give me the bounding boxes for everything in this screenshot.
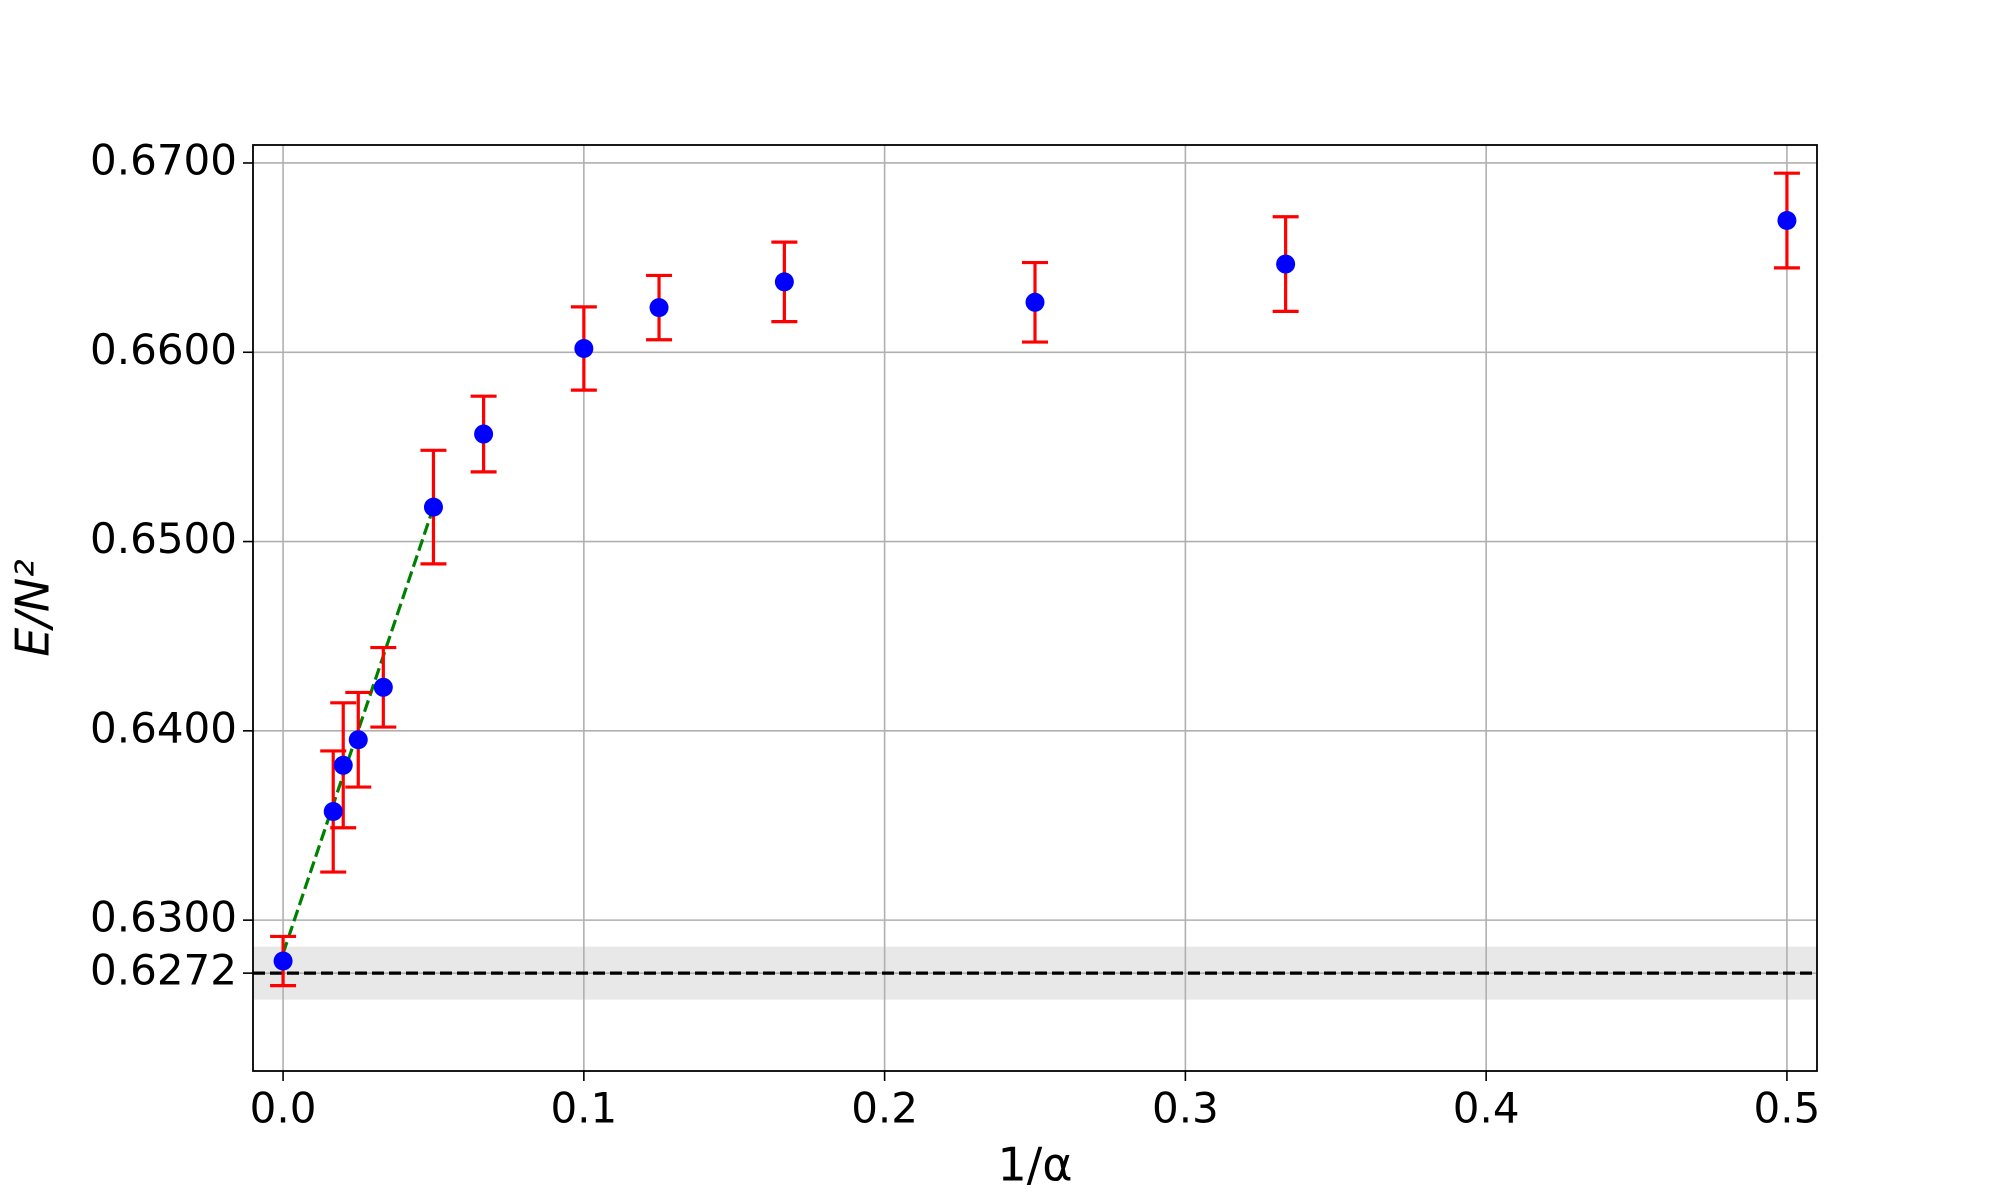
x-tick-label: 0.0 xyxy=(250,1084,317,1133)
x-tick-label: 0.5 xyxy=(1754,1084,1821,1133)
x-tick-label: 0.4 xyxy=(1453,1084,1520,1133)
y-tick-label: 0.6500 xyxy=(90,514,237,563)
y-tick-label: 0.6700 xyxy=(90,135,237,184)
data-point xyxy=(1276,254,1296,274)
data-point xyxy=(649,298,669,318)
plot-frame xyxy=(252,144,1818,1072)
x-axis-label: 1/α xyxy=(997,1138,1072,1192)
x-tick-label: 0.2 xyxy=(851,1084,918,1133)
y-tick-label: 0.6400 xyxy=(90,703,237,752)
x-tick-label: 0.3 xyxy=(1152,1084,1219,1133)
y-tick-label: 0.6272 xyxy=(90,946,237,995)
data-point xyxy=(474,424,494,444)
data-point xyxy=(273,951,293,971)
y-axis-label: E/N² xyxy=(6,559,60,656)
data-point xyxy=(323,801,343,821)
data-point xyxy=(333,755,353,775)
fit-line xyxy=(281,506,435,954)
data-point xyxy=(574,338,594,358)
data-point xyxy=(348,730,368,750)
data-point xyxy=(1025,292,1045,312)
data-point xyxy=(1777,211,1797,231)
y-tick-label: 0.6300 xyxy=(90,893,237,942)
x-tick-label: 0.1 xyxy=(550,1084,617,1133)
y-tick-label: 0.6600 xyxy=(90,325,237,374)
data-point xyxy=(423,497,443,517)
data-point xyxy=(774,272,794,292)
data-point xyxy=(373,677,393,697)
